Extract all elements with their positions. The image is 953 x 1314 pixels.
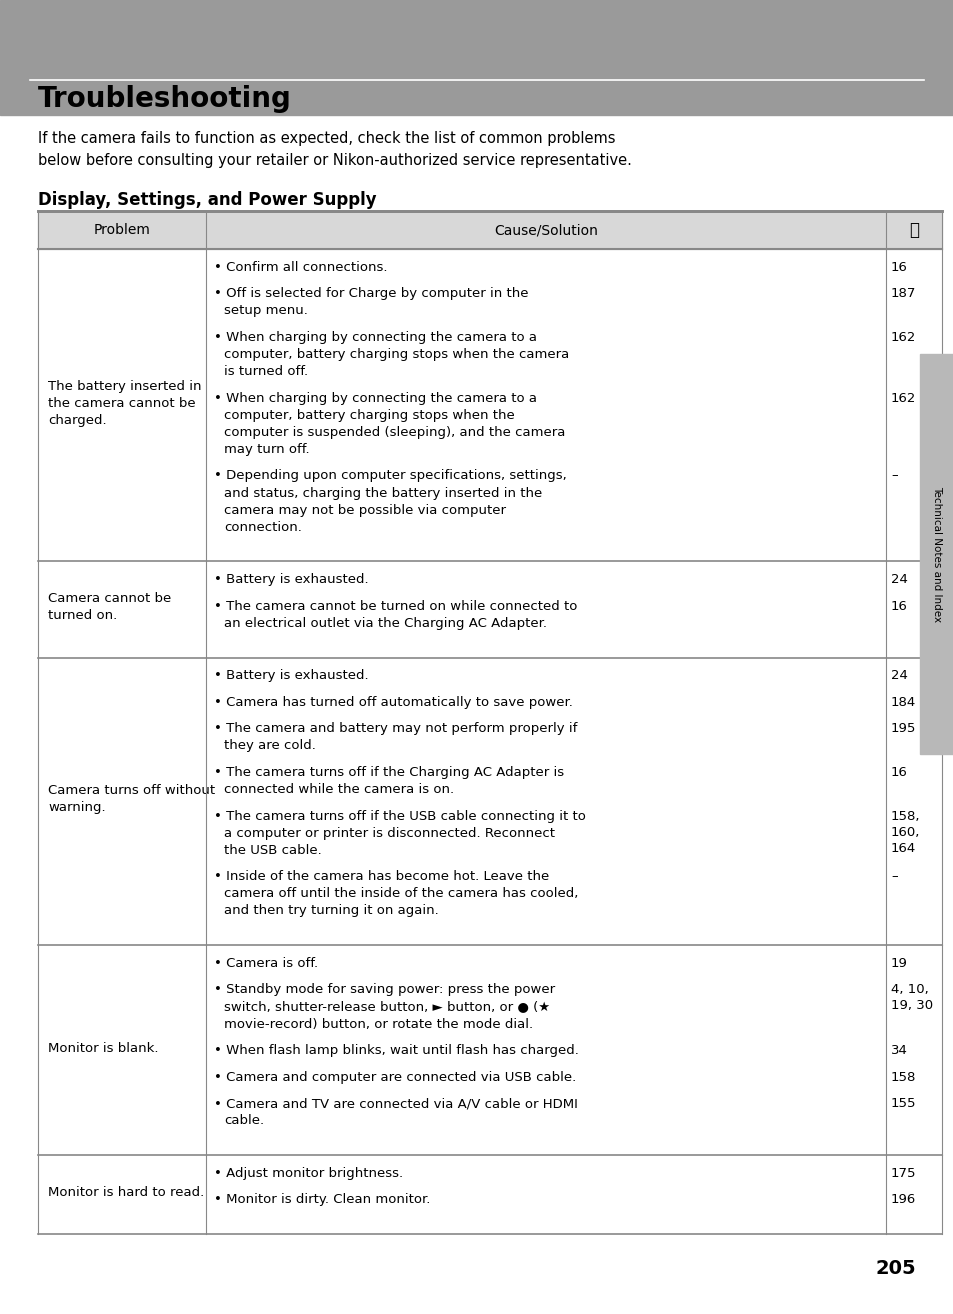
Text: 184: 184: [890, 696, 915, 708]
Text: • Camera is off.: • Camera is off.: [213, 957, 317, 970]
Text: 155: 155: [890, 1097, 916, 1110]
Text: camera may not be possible via computer: camera may not be possible via computer: [224, 503, 505, 516]
Text: • Battery is exhausted.: • Battery is exhausted.: [213, 669, 368, 682]
Text: • When charging by connecting the camera to a: • When charging by connecting the camera…: [213, 331, 537, 344]
Text: charged.: charged.: [48, 414, 107, 427]
Text: 187: 187: [890, 288, 916, 301]
Text: turned on.: turned on.: [48, 610, 117, 623]
Text: the camera cannot be: the camera cannot be: [48, 397, 195, 410]
Text: • The camera turns off if the USB cable connecting it to: • The camera turns off if the USB cable …: [213, 809, 585, 823]
Text: cable.: cable.: [224, 1114, 264, 1127]
Text: switch, shutter-release button, ► button, or ● (★: switch, shutter-release button, ► button…: [224, 1000, 550, 1013]
Text: 16: 16: [890, 260, 907, 273]
Bar: [919, 353, 953, 754]
Bar: [38, 1155, 941, 1234]
Text: • Camera and TV are connected via A/V cable or HDMI: • Camera and TV are connected via A/V ca…: [213, 1097, 578, 1110]
Text: 24: 24: [890, 573, 907, 586]
Bar: [38, 248, 941, 561]
Text: they are cold.: they are cold.: [224, 740, 315, 753]
Text: computer, battery charging stops when the camera: computer, battery charging stops when th…: [224, 348, 569, 361]
Text: a computer or printer is disconnected. Reconnect: a computer or printer is disconnected. R…: [224, 827, 555, 840]
Text: 162: 162: [890, 331, 916, 344]
Text: • Camera has turned off automatically to save power.: • Camera has turned off automatically to…: [213, 696, 572, 708]
Text: • Monitor is dirty. Clean monitor.: • Monitor is dirty. Clean monitor.: [213, 1193, 430, 1206]
Text: 175: 175: [890, 1167, 916, 1180]
Text: warning.: warning.: [48, 802, 106, 815]
Bar: [38, 561, 941, 657]
Text: Camera turns off without: Camera turns off without: [48, 784, 214, 798]
Text: connection.: connection.: [224, 520, 301, 533]
Text: • When flash lamp blinks, wait until flash has charged.: • When flash lamp blinks, wait until fla…: [213, 1045, 578, 1058]
Text: Camera cannot be: Camera cannot be: [48, 593, 172, 606]
Bar: [38, 212, 941, 248]
Text: 34: 34: [890, 1045, 907, 1058]
Text: Display, Settings, and Power Supply: Display, Settings, and Power Supply: [38, 191, 376, 209]
Text: • Inside of the camera has become hot. Leave the: • Inside of the camera has become hot. L…: [213, 870, 549, 883]
Text: Troubleshooting: Troubleshooting: [38, 85, 292, 113]
Text: 19: 19: [890, 957, 907, 970]
Text: is turned off.: is turned off.: [224, 365, 308, 378]
Text: Problem: Problem: [93, 223, 151, 237]
Text: • Confirm all connections.: • Confirm all connections.: [213, 260, 387, 273]
Text: 16: 16: [890, 766, 907, 779]
Text: an electrical outlet via the Charging AC Adapter.: an electrical outlet via the Charging AC…: [224, 616, 546, 629]
Text: 24: 24: [890, 669, 907, 682]
Text: • The camera turns off if the Charging AC Adapter is: • The camera turns off if the Charging A…: [213, 766, 563, 779]
Text: 196: 196: [890, 1193, 915, 1206]
Text: • Off is selected for Charge by computer in the: • Off is selected for Charge by computer…: [213, 288, 528, 301]
Text: and status, charging the battery inserted in the: and status, charging the battery inserte…: [224, 486, 541, 499]
Text: • When charging by connecting the camera to a: • When charging by connecting the camera…: [213, 392, 537, 405]
Bar: [0, 0, 953, 116]
Text: Cause/Solution: Cause/Solution: [494, 223, 598, 237]
Text: The battery inserted in: The battery inserted in: [48, 380, 201, 393]
Text: Monitor is hard to read.: Monitor is hard to read.: [48, 1187, 204, 1198]
Text: • The camera cannot be turned on while connected to: • The camera cannot be turned on while c…: [213, 599, 577, 612]
Text: 195: 195: [890, 723, 916, 736]
Text: below before consulting your retailer or Nikon-authorized service representative: below before consulting your retailer or…: [38, 152, 631, 168]
Text: the USB cable.: the USB cable.: [224, 844, 321, 857]
Text: • Camera and computer are connected via USB cable.: • Camera and computer are connected via …: [213, 1071, 576, 1084]
Text: If the camera fails to function as expected, check the list of common problems: If the camera fails to function as expec…: [38, 131, 615, 146]
Bar: [38, 657, 941, 945]
Text: –: –: [890, 469, 897, 482]
Text: setup menu.: setup menu.: [224, 305, 308, 318]
Text: may turn off.: may turn off.: [224, 443, 310, 456]
Text: computer is suspended (sleeping), and the camera: computer is suspended (sleeping), and th…: [224, 426, 565, 439]
Text: movie-record) button, or rotate the mode dial.: movie-record) button, or rotate the mode…: [224, 1017, 533, 1030]
Text: –: –: [890, 870, 897, 883]
Text: 4, 10,
19, 30: 4, 10, 19, 30: [890, 983, 932, 1013]
Bar: [38, 945, 941, 1155]
Text: computer, battery charging stops when the: computer, battery charging stops when th…: [224, 409, 515, 422]
Text: • Adjust monitor brightness.: • Adjust monitor brightness.: [213, 1167, 403, 1180]
Text: • Standby mode for saving power: press the power: • Standby mode for saving power: press t…: [213, 983, 555, 996]
Text: 158: 158: [890, 1071, 916, 1084]
Text: 158,
160,
164: 158, 160, 164: [890, 809, 920, 854]
Text: and then try turning it on again.: and then try turning it on again.: [224, 904, 438, 917]
Text: camera off until the inside of the camera has cooled,: camera off until the inside of the camer…: [224, 887, 578, 900]
Text: 16: 16: [890, 599, 907, 612]
Text: 162: 162: [890, 392, 916, 405]
Text: Monitor is blank.: Monitor is blank.: [48, 1042, 158, 1055]
Text: • The camera and battery may not perform properly if: • The camera and battery may not perform…: [213, 723, 577, 736]
Text: • Battery is exhausted.: • Battery is exhausted.: [213, 573, 368, 586]
Text: • Depending upon computer specifications, settings,: • Depending upon computer specifications…: [213, 469, 566, 482]
Text: connected while the camera is on.: connected while the camera is on.: [224, 783, 454, 796]
Text: Technical Notes and Index: Technical Notes and Index: [931, 486, 941, 622]
Text: 📖: 📖: [908, 221, 918, 239]
Text: 205: 205: [875, 1259, 915, 1279]
